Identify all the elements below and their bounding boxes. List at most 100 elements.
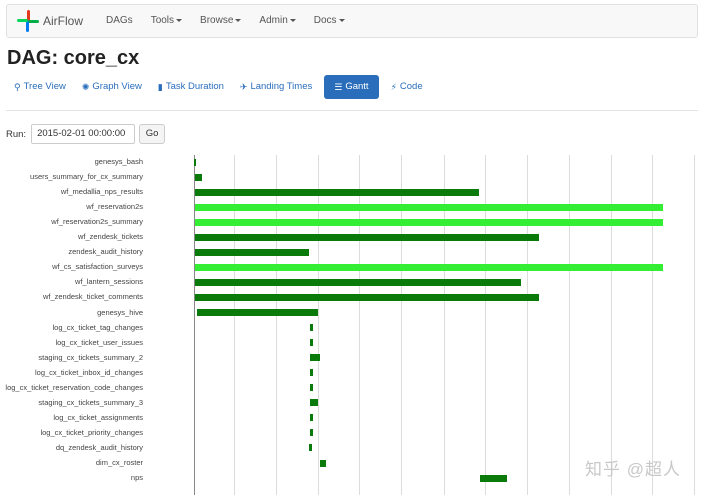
bolt-icon: ⚡ bbox=[390, 82, 397, 92]
gantt-task-label: dim_cx_roster bbox=[95, 458, 143, 467]
gantt-task-label: genesys_bash bbox=[94, 157, 143, 166]
tab-tree-view[interactable]: ⚲ Tree View bbox=[6, 75, 74, 99]
nav-item-label: Docs bbox=[313, 15, 337, 26]
gantt-task-label: zendesk_audit_history bbox=[68, 247, 143, 257]
gantt-task-label: log_cx_ticket_priority_changes bbox=[40, 427, 143, 437]
gantt-bar[interactable] bbox=[480, 474, 508, 482]
nav-item-label: DAGs bbox=[106, 15, 133, 26]
gantt-axis-line bbox=[194, 155, 195, 495]
tab-graph-view[interactable]: ✺ Graph View bbox=[74, 75, 150, 99]
watermark: 知乎 @超人 bbox=[585, 460, 681, 479]
tree-icon: ⚲ bbox=[14, 82, 21, 92]
gantt-bar[interactable] bbox=[194, 173, 203, 181]
gantt-task-label: staging_cx_tickets_summary_2 bbox=[38, 352, 143, 362]
nav-item-docs[interactable]: Docs bbox=[305, 4, 354, 38]
gantt-bar[interactable] bbox=[194, 293, 539, 301]
gantt-bar[interactable] bbox=[194, 278, 521, 286]
gantt-task-label: staging_cx_tickets_summary_3 bbox=[38, 397, 143, 407]
gantt-bar[interactable] bbox=[310, 339, 314, 347]
gantt-task-label: genesys_hive bbox=[97, 307, 143, 317]
tab-label: Graph View bbox=[92, 81, 142, 92]
gantt-gridline bbox=[527, 155, 528, 495]
tab-code[interactable]: ⚡ Code bbox=[383, 75, 431, 99]
gantt-bar[interactable] bbox=[194, 158, 196, 166]
graph-icon: ✺ bbox=[81, 82, 90, 92]
divider bbox=[6, 110, 698, 111]
gantt-bar[interactable] bbox=[310, 369, 314, 377]
nav-item-tools[interactable]: Tools bbox=[142, 4, 191, 38]
gantt-task-label: wf_cs_satisfaction_surveys bbox=[52, 262, 143, 272]
gantt-bar[interactable] bbox=[320, 459, 327, 467]
run-selector: Run: 2015-02-01 00:00:00 Go bbox=[6, 124, 166, 144]
gantt-task-label: log_cx_ticket_tag_changes bbox=[52, 322, 143, 332]
gantt-task-label: dq_zendesk_audit_history bbox=[55, 442, 143, 452]
gantt-gridline bbox=[318, 155, 319, 495]
gantt-task-label: wf_lantern_sessions bbox=[75, 277, 143, 287]
bar-chart-icon: ▮ bbox=[157, 82, 163, 92]
gantt-bar[interactable] bbox=[310, 384, 314, 392]
go-button[interactable]: Go bbox=[139, 124, 166, 144]
gantt-bar[interactable] bbox=[310, 354, 321, 362]
gantt-gridline bbox=[444, 155, 445, 495]
run-label: Run: bbox=[6, 128, 27, 140]
tab-label: Code bbox=[399, 81, 423, 92]
gantt-task-label: wf_zendesk_tickets bbox=[77, 232, 143, 242]
gantt-bar[interactable] bbox=[310, 324, 314, 332]
gantt-task-label: log_cx_ticket_user_issues bbox=[55, 337, 143, 347]
caret-down-icon bbox=[176, 18, 183, 22]
gantt-task-label: wf_medallia_nps_results bbox=[60, 187, 143, 197]
plane-icon: ✈ bbox=[239, 82, 248, 92]
gantt-bar[interactable] bbox=[309, 444, 312, 452]
gantt-gridline bbox=[569, 155, 570, 495]
nav-item-label: Admin bbox=[259, 15, 288, 26]
gantt-bar[interactable] bbox=[310, 399, 319, 407]
brand[interactable]: AirFlow bbox=[7, 5, 83, 37]
nav-item-browse[interactable]: Browse bbox=[191, 4, 250, 38]
gantt-task-label: wf_reservation2s_summary bbox=[51, 217, 143, 227]
caret-down-icon bbox=[235, 18, 242, 22]
caret-down-icon bbox=[289, 18, 296, 22]
gantt-task-label: log_cx_ticket_assignments bbox=[53, 412, 143, 422]
nav-item-dags[interactable]: DAGs bbox=[97, 4, 142, 38]
top-navbar: AirFlow DAGs Tools Browse Admin Docs bbox=[6, 4, 698, 38]
gantt-bar[interactable] bbox=[194, 263, 663, 271]
gantt-gridline bbox=[359, 155, 360, 495]
tab-landing-times[interactable]: ✈ Landing Times bbox=[232, 75, 320, 99]
gantt-gridline bbox=[401, 155, 402, 495]
nav-menu: DAGs Tools Browse Admin Docs bbox=[97, 4, 354, 38]
nav-item-label: Tools bbox=[150, 15, 175, 26]
gantt-gridline bbox=[234, 155, 235, 495]
gantt-task-label: users_summary_for_cx_summary bbox=[30, 172, 143, 182]
gantt-task-label: log_cx_ticket_inbox_id_changes bbox=[35, 367, 143, 377]
gantt-gridline bbox=[694, 155, 695, 495]
tab-gantt[interactable]: ☰ Gantt bbox=[324, 75, 379, 99]
gantt-bar[interactable] bbox=[194, 218, 663, 226]
view-tabs: ⚲ Tree View ✺ Graph View ▮ Task Duration ✈ Land… bbox=[6, 75, 431, 99]
brand-name: AirFlow bbox=[43, 14, 84, 28]
gantt-bar[interactable] bbox=[310, 429, 314, 437]
gantt-gridline bbox=[652, 155, 653, 495]
nav-item-admin[interactable]: Admin bbox=[250, 4, 304, 38]
airflow-logo-icon bbox=[17, 10, 39, 32]
gantt-task-label: wf_reservation2s bbox=[86, 202, 143, 212]
gantt-task-label: nps bbox=[130, 473, 143, 483]
gantt-bar[interactable] bbox=[194, 248, 309, 256]
gantt-bar[interactable] bbox=[196, 309, 319, 316]
gantt-task-label: log_cx_ticket_reservation_code_changes bbox=[5, 382, 143, 392]
tab-task-duration[interactable]: ▮ Task Duration bbox=[150, 75, 232, 99]
tab-label: Gantt bbox=[345, 81, 369, 92]
page-title: DAG: core_cx bbox=[7, 47, 140, 69]
gantt-gridline bbox=[611, 155, 612, 495]
gantt-gridline bbox=[485, 155, 486, 495]
gantt-gridline bbox=[276, 155, 277, 495]
gantt-bar[interactable] bbox=[194, 203, 663, 211]
tab-label: Landing Times bbox=[250, 81, 313, 92]
caret-down-icon bbox=[338, 18, 345, 22]
gantt-task-label: wf_zendesk_ticket_comments bbox=[42, 292, 143, 302]
gantt-bar[interactable] bbox=[310, 414, 314, 422]
nav-item-label: Browse bbox=[200, 15, 234, 26]
tab-label: Task Duration bbox=[165, 81, 224, 92]
run-date-input[interactable]: 2015-02-01 00:00:00 bbox=[31, 124, 136, 144]
gantt-bar[interactable] bbox=[194, 188, 479, 196]
gantt-bar[interactable] bbox=[194, 233, 539, 241]
